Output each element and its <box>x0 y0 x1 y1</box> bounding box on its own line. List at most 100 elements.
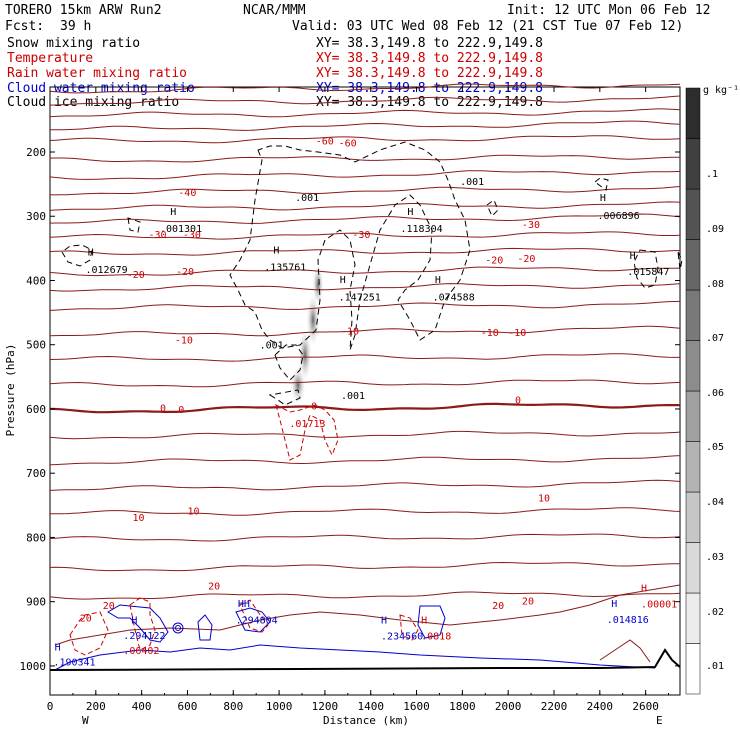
colorbar-swatch <box>685 542 701 594</box>
contour-label: -10 <box>481 328 499 339</box>
colorbar: .01 .02 .03 .04 .05 .06 .07 .08 .09 .1 <box>685 87 724 695</box>
contour-label: H <box>421 616 427 627</box>
colorbar-swatch <box>685 239 701 291</box>
contour-label: -40 <box>178 188 196 199</box>
contour-label: .135761 <box>264 262 306 273</box>
x-tick-label: 2200 <box>541 700 568 713</box>
y-tick-label: 300 <box>26 210 46 223</box>
isotherm-line <box>49 201 681 211</box>
snow-shading <box>290 263 324 405</box>
colorbar-swatch <box>685 390 701 442</box>
contour-label: .147251 <box>339 293 381 304</box>
colorbar-tick-label: .05 <box>706 442 724 453</box>
colorbar-swatch <box>685 592 701 644</box>
contour-label: 0 <box>311 402 317 413</box>
contour-label: H <box>55 643 61 654</box>
cloud-ice-contour <box>633 249 659 289</box>
isotherm-line <box>49 455 681 466</box>
x-tick-label: 1200 <box>312 700 339 713</box>
x-tick-label: 1800 <box>449 700 476 713</box>
contour-label: H <box>131 616 137 627</box>
contour-label: .001 <box>260 341 284 352</box>
isotherm-line <box>49 561 680 572</box>
isotherm-line <box>49 231 681 240</box>
contour-label: -10 <box>341 327 359 338</box>
contour-label: -10 <box>508 328 526 339</box>
y-tick-label: 1000 <box>20 660 47 673</box>
x-tick-label: 1000 <box>266 700 293 713</box>
contour-label: .00001 <box>641 600 677 611</box>
contour-label: H <box>435 275 441 286</box>
cloud-ice-contours <box>61 141 683 406</box>
contour-label: H <box>273 246 279 257</box>
isotherm-line <box>49 533 681 542</box>
forecast-label: Fcst: <box>5 19 44 34</box>
surface-contour <box>599 639 651 663</box>
isotherm-line <box>49 213 681 224</box>
cloud-ice-contour <box>229 141 471 351</box>
x-tick-label: 0 <box>47 700 54 713</box>
contour-label: .001301 <box>160 224 202 235</box>
colorbar-tick-label: .02 <box>706 607 724 618</box>
cloud-ice-contour <box>594 177 609 191</box>
colorbar-tick-label: .1 <box>706 169 718 180</box>
colorbar-tick-label: .07 <box>706 333 724 344</box>
surface-contour <box>417 605 446 639</box>
isotherm-line <box>49 170 681 180</box>
contour-label: H <box>641 584 647 595</box>
contour-label: 0 <box>178 405 184 416</box>
x-axis-right-direction: E <box>656 714 663 727</box>
x-axis-title: Distance (km) <box>323 714 409 727</box>
cloud-water-max-ring <box>175 625 181 631</box>
contour-label: .015847 <box>627 267 669 278</box>
contour-label: 20 <box>208 582 220 593</box>
contour-label: H <box>630 251 636 262</box>
contour-label: .294122 <box>123 631 165 642</box>
colorbar-swatch <box>685 138 701 190</box>
contour-label: -20 <box>176 267 194 278</box>
y-tick-label: 900 <box>26 596 46 609</box>
legend-xy-cloud-water: XY= 38.3,149.8 to 222.9,149.8 <box>316 81 543 96</box>
surface-contour <box>275 404 339 461</box>
x-tick-label: 1600 <box>403 700 430 713</box>
init-time: Init: 12 UTC Mon 06 Feb 12 <box>507 3 711 18</box>
contour-label: H <box>600 193 606 204</box>
contour-label: .074588 <box>433 293 475 304</box>
y-tick-label: 200 <box>26 146 46 159</box>
contour-label: 20 <box>80 614 92 625</box>
surface-contour <box>239 599 269 633</box>
legend-entry-temperature: Temperature <box>7 51 93 66</box>
isotherm-line <box>49 591 681 600</box>
colorbar-tick-label: .04 <box>706 497 724 508</box>
contour-label: .190341 <box>53 657 95 668</box>
legend-entry-rain: Rain water mixing ratio <box>7 66 187 81</box>
cloud-ice-contour <box>127 217 141 233</box>
contour-label: H <box>340 275 346 286</box>
contour-label: .001 <box>460 177 484 188</box>
contour-label: -20 <box>485 255 503 266</box>
y-tick-label: 600 <box>26 403 46 416</box>
isotherm-line <box>49 83 681 94</box>
legend-xy-rain: XY= 38.3,149.8 to 222.9,149.8 <box>316 66 543 81</box>
legend-entry-snow: Snow mixing ratio <box>7 36 140 51</box>
cloud-ice-contour <box>677 251 683 271</box>
colorbar-swatch <box>685 491 701 543</box>
contour-label: 10 <box>132 513 144 524</box>
x-tick-label: 400 <box>132 700 152 713</box>
contour-label: -30 <box>183 230 201 241</box>
x-tick-label: 2000 <box>495 700 522 713</box>
cloud-ice-contour <box>61 244 93 267</box>
contour-label: 20 <box>103 601 115 612</box>
surface-contour <box>197 614 213 641</box>
contour-label: 20 <box>522 596 534 607</box>
colorbar-tick-label: .03 <box>706 552 724 563</box>
contour-label: HH <box>238 599 250 610</box>
colorbar-tick-label: .06 <box>706 388 724 399</box>
colorbar-tick-label: .01 <box>706 661 724 672</box>
isotherm-line <box>49 430 681 440</box>
contour-label: -60 <box>316 136 334 147</box>
contour-label: .014816 <box>607 615 649 626</box>
y-tick-label: 700 <box>26 467 46 480</box>
contour-label: -20 <box>127 270 145 281</box>
